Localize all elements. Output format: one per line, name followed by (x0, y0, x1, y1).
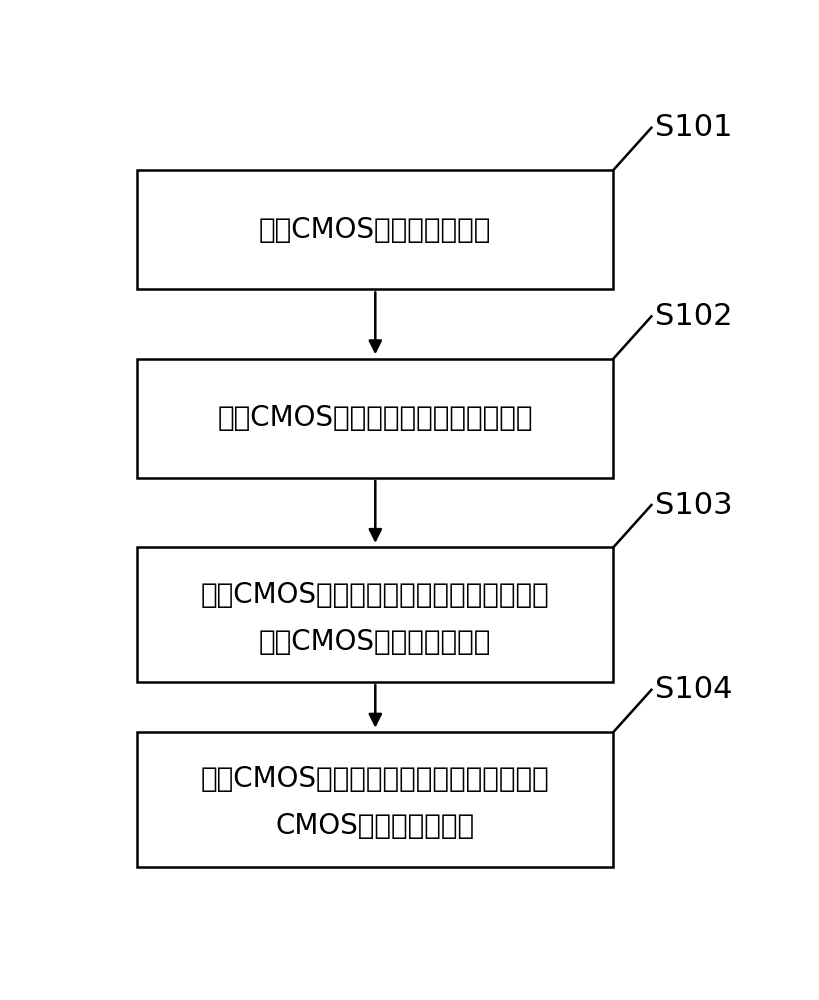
Bar (138, 170, 613, 289)
Text: S102: S102 (654, 302, 732, 331)
Text: 采集CMOS电池的放电电流: 采集CMOS电池的放电电流 (259, 216, 491, 244)
Bar (138, 359, 613, 478)
Text: 获取CMOS电池的电池容量的流失时间: 获取CMOS电池的电池容量的流失时间 (218, 404, 533, 432)
Text: CMOS电池的当前寿命: CMOS电池的当前寿命 (276, 812, 475, 840)
Bar (138, 547, 613, 682)
Text: 得到CMOS电池的初始寿命: 得到CMOS电池的初始寿命 (259, 628, 491, 656)
Text: 根据CMOS电池的初始寿命与流失时间得到: 根据CMOS电池的初始寿命与流失时间得到 (201, 765, 550, 793)
Text: S101: S101 (654, 113, 732, 142)
Bar (138, 732, 613, 867)
Text: 根据CMOS电池的额定电池容量与放电电流: 根据CMOS电池的额定电池容量与放电电流 (201, 581, 550, 609)
Text: S103: S103 (654, 490, 732, 520)
Text: S104: S104 (654, 675, 732, 704)
